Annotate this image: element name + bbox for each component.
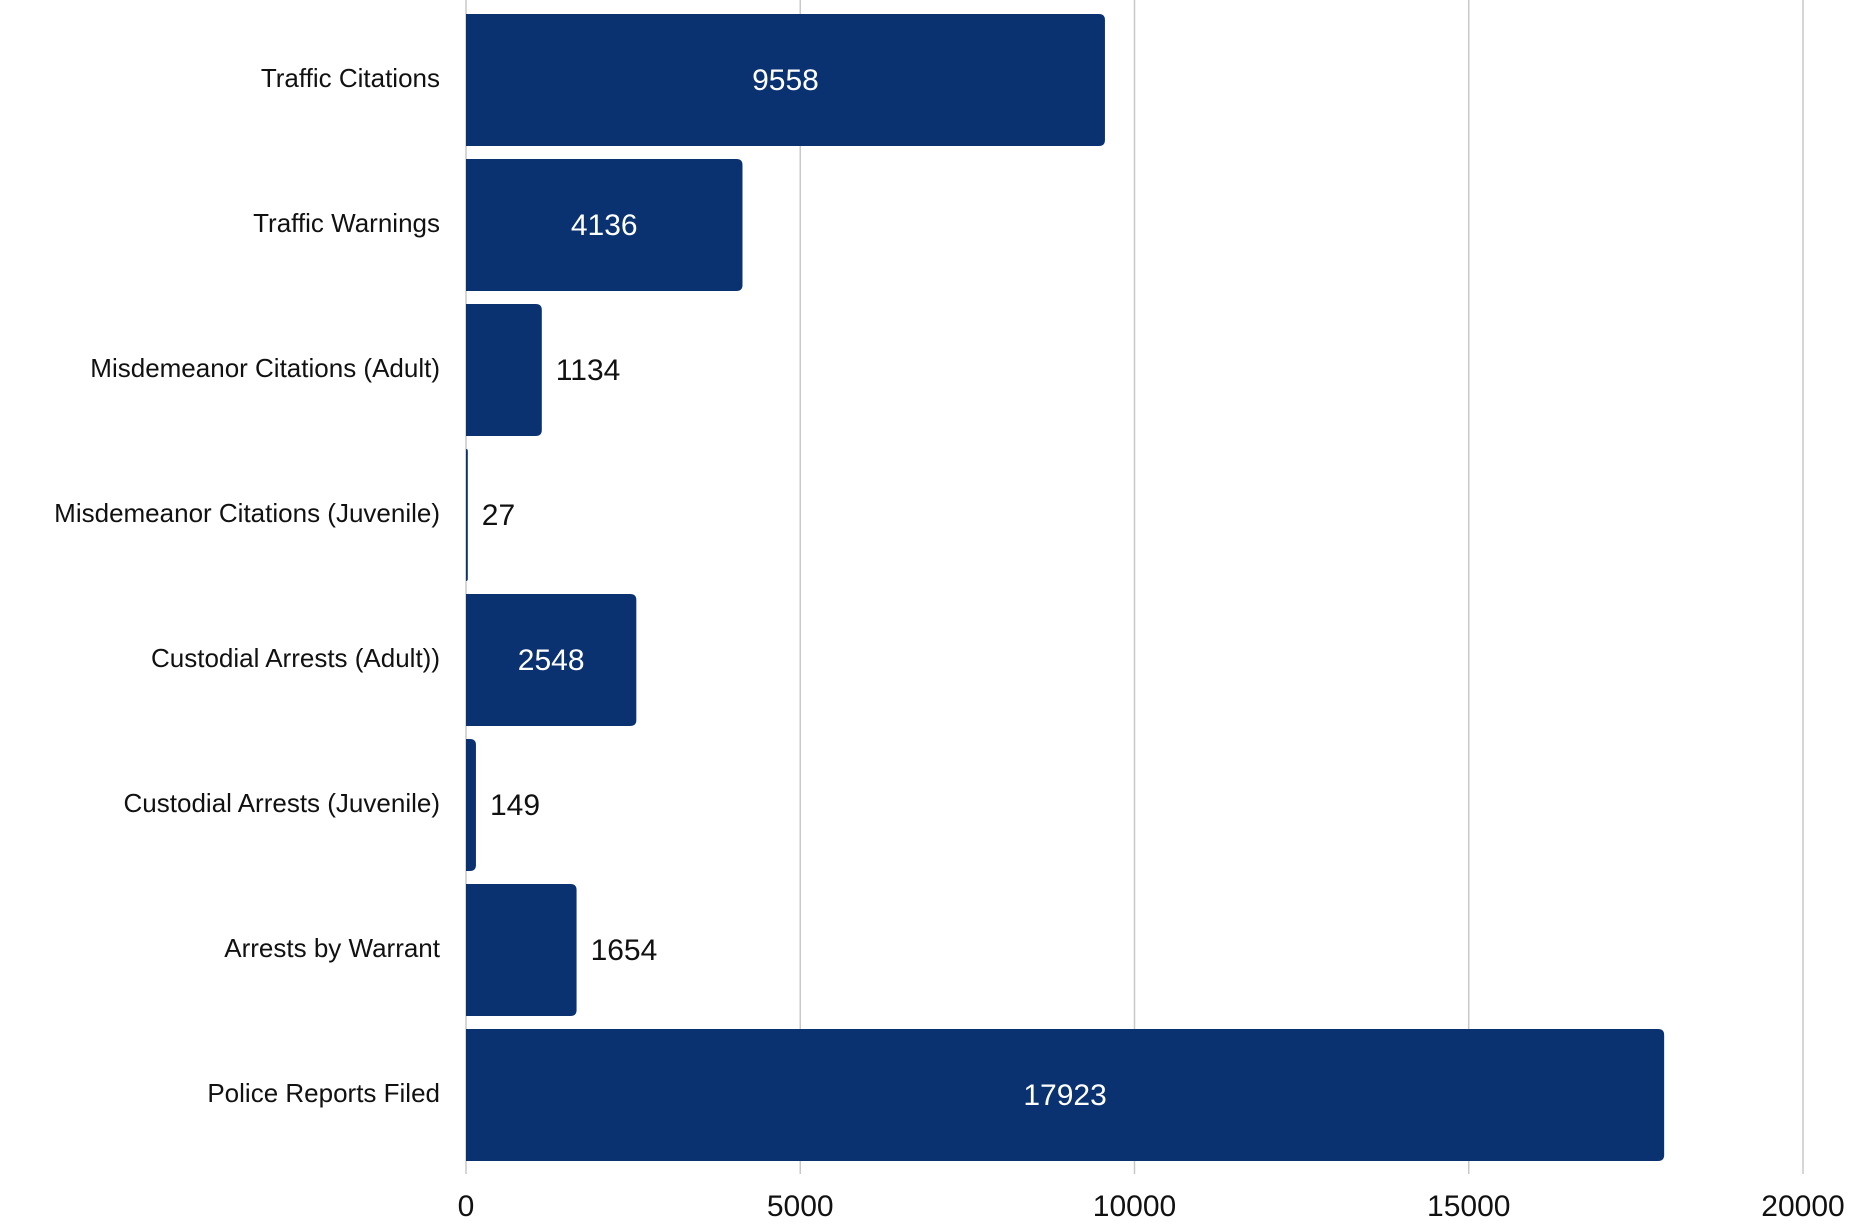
y-tick-label: Police Reports Filed (207, 1078, 440, 1108)
y-tick-label: Traffic Citations (261, 63, 440, 93)
data-label: 9558 (752, 64, 819, 97)
x-tick-label: 5000 (767, 1190, 834, 1223)
data-label: 1654 (591, 934, 658, 967)
data-label: 4136 (571, 209, 638, 242)
x-tick-label: 20000 (1761, 1190, 1844, 1223)
bar (466, 594, 637, 726)
bar (466, 739, 476, 871)
data-label: 2548 (518, 644, 585, 677)
bar (466, 1029, 1665, 1161)
x-tick-label: 15000 (1427, 1190, 1510, 1223)
bar (466, 304, 542, 436)
bar (466, 159, 743, 291)
y-tick-label: Misdemeanor Citations (Adult) (90, 353, 440, 383)
y-tick-label: Custodial Arrests (Juvenile) (124, 788, 440, 818)
bar (466, 449, 468, 581)
y-tick-label: Traffic Warnings (253, 208, 440, 238)
data-label: 27 (482, 499, 515, 532)
data-label: 17923 (1023, 1079, 1106, 1112)
bar (466, 14, 1105, 146)
data-label: 149 (490, 789, 540, 822)
y-tick-label: Misdemeanor Citations (Juvenile) (54, 498, 440, 528)
y-tick-label: Arrests by Warrant (224, 933, 441, 963)
bar (466, 884, 577, 1016)
x-tick-label: 10000 (1093, 1190, 1176, 1223)
data-label: 1134 (556, 354, 621, 387)
x-tick-label: 0 (458, 1190, 475, 1223)
y-tick-label: Custodial Arrests (Adult)) (151, 643, 440, 673)
